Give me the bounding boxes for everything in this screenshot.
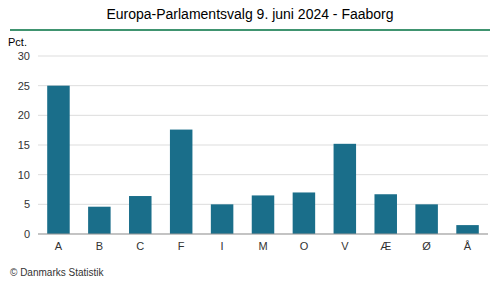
chart-svg: Europa-Parlamentsvalg 9. juni 2024 - Faa… [0, 0, 500, 282]
x-tick-label: I [221, 240, 224, 252]
x-tick-label: V [341, 240, 349, 252]
x-tick-label: O [300, 240, 309, 252]
y-axis-label: Pct. [8, 36, 27, 48]
y-tick-label: 30 [18, 50, 30, 62]
y-axis: 0 5 10 15 20 25 30 [18, 50, 30, 240]
bar [456, 225, 479, 234]
bar [252, 195, 275, 234]
x-tick-label: B [96, 240, 103, 252]
y-tick-label: 20 [18, 109, 30, 121]
x-axis: ABCFIMOVÆØÅ [55, 240, 472, 252]
x-tick-label: M [258, 240, 267, 252]
x-tick-label: C [136, 240, 144, 252]
x-tick-label: F [178, 240, 185, 252]
grid-line [38, 85, 488, 86]
chart-container: Europa-Parlamentsvalg 9. juni 2024 - Faa… [0, 0, 500, 282]
bar [47, 86, 70, 234]
bar [211, 204, 234, 234]
x-tick-label: A [55, 240, 63, 252]
grid-line [38, 234, 488, 235]
x-axis-line [38, 234, 488, 235]
y-tick-label: 15 [18, 139, 30, 151]
y-tick-label: 0 [24, 228, 30, 240]
bar [88, 207, 111, 234]
x-tick-label: Å [464, 240, 472, 252]
bars [47, 86, 479, 234]
grid-line [38, 145, 488, 146]
grid [38, 56, 488, 234]
title: Europa-Parlamentsvalg 9. juni 2024 - Faa… [106, 6, 393, 22]
bar [293, 192, 316, 234]
grid-line [38, 56, 488, 57]
bar [129, 196, 152, 234]
grid-line [38, 115, 488, 116]
title-rule [10, 29, 490, 31]
x-tick-label: Æ [380, 240, 391, 252]
y-tick-label: 25 [18, 80, 30, 92]
y-tick-label: 10 [18, 169, 30, 181]
footer: © Danmarks Statistik [10, 267, 105, 278]
bar [334, 144, 357, 234]
x-tick-label: Ø [422, 240, 431, 252]
bar [374, 194, 397, 234]
y-tick-label: 5 [24, 198, 30, 210]
bar [170, 130, 193, 234]
grid-line [38, 174, 488, 175]
bar [415, 204, 438, 234]
